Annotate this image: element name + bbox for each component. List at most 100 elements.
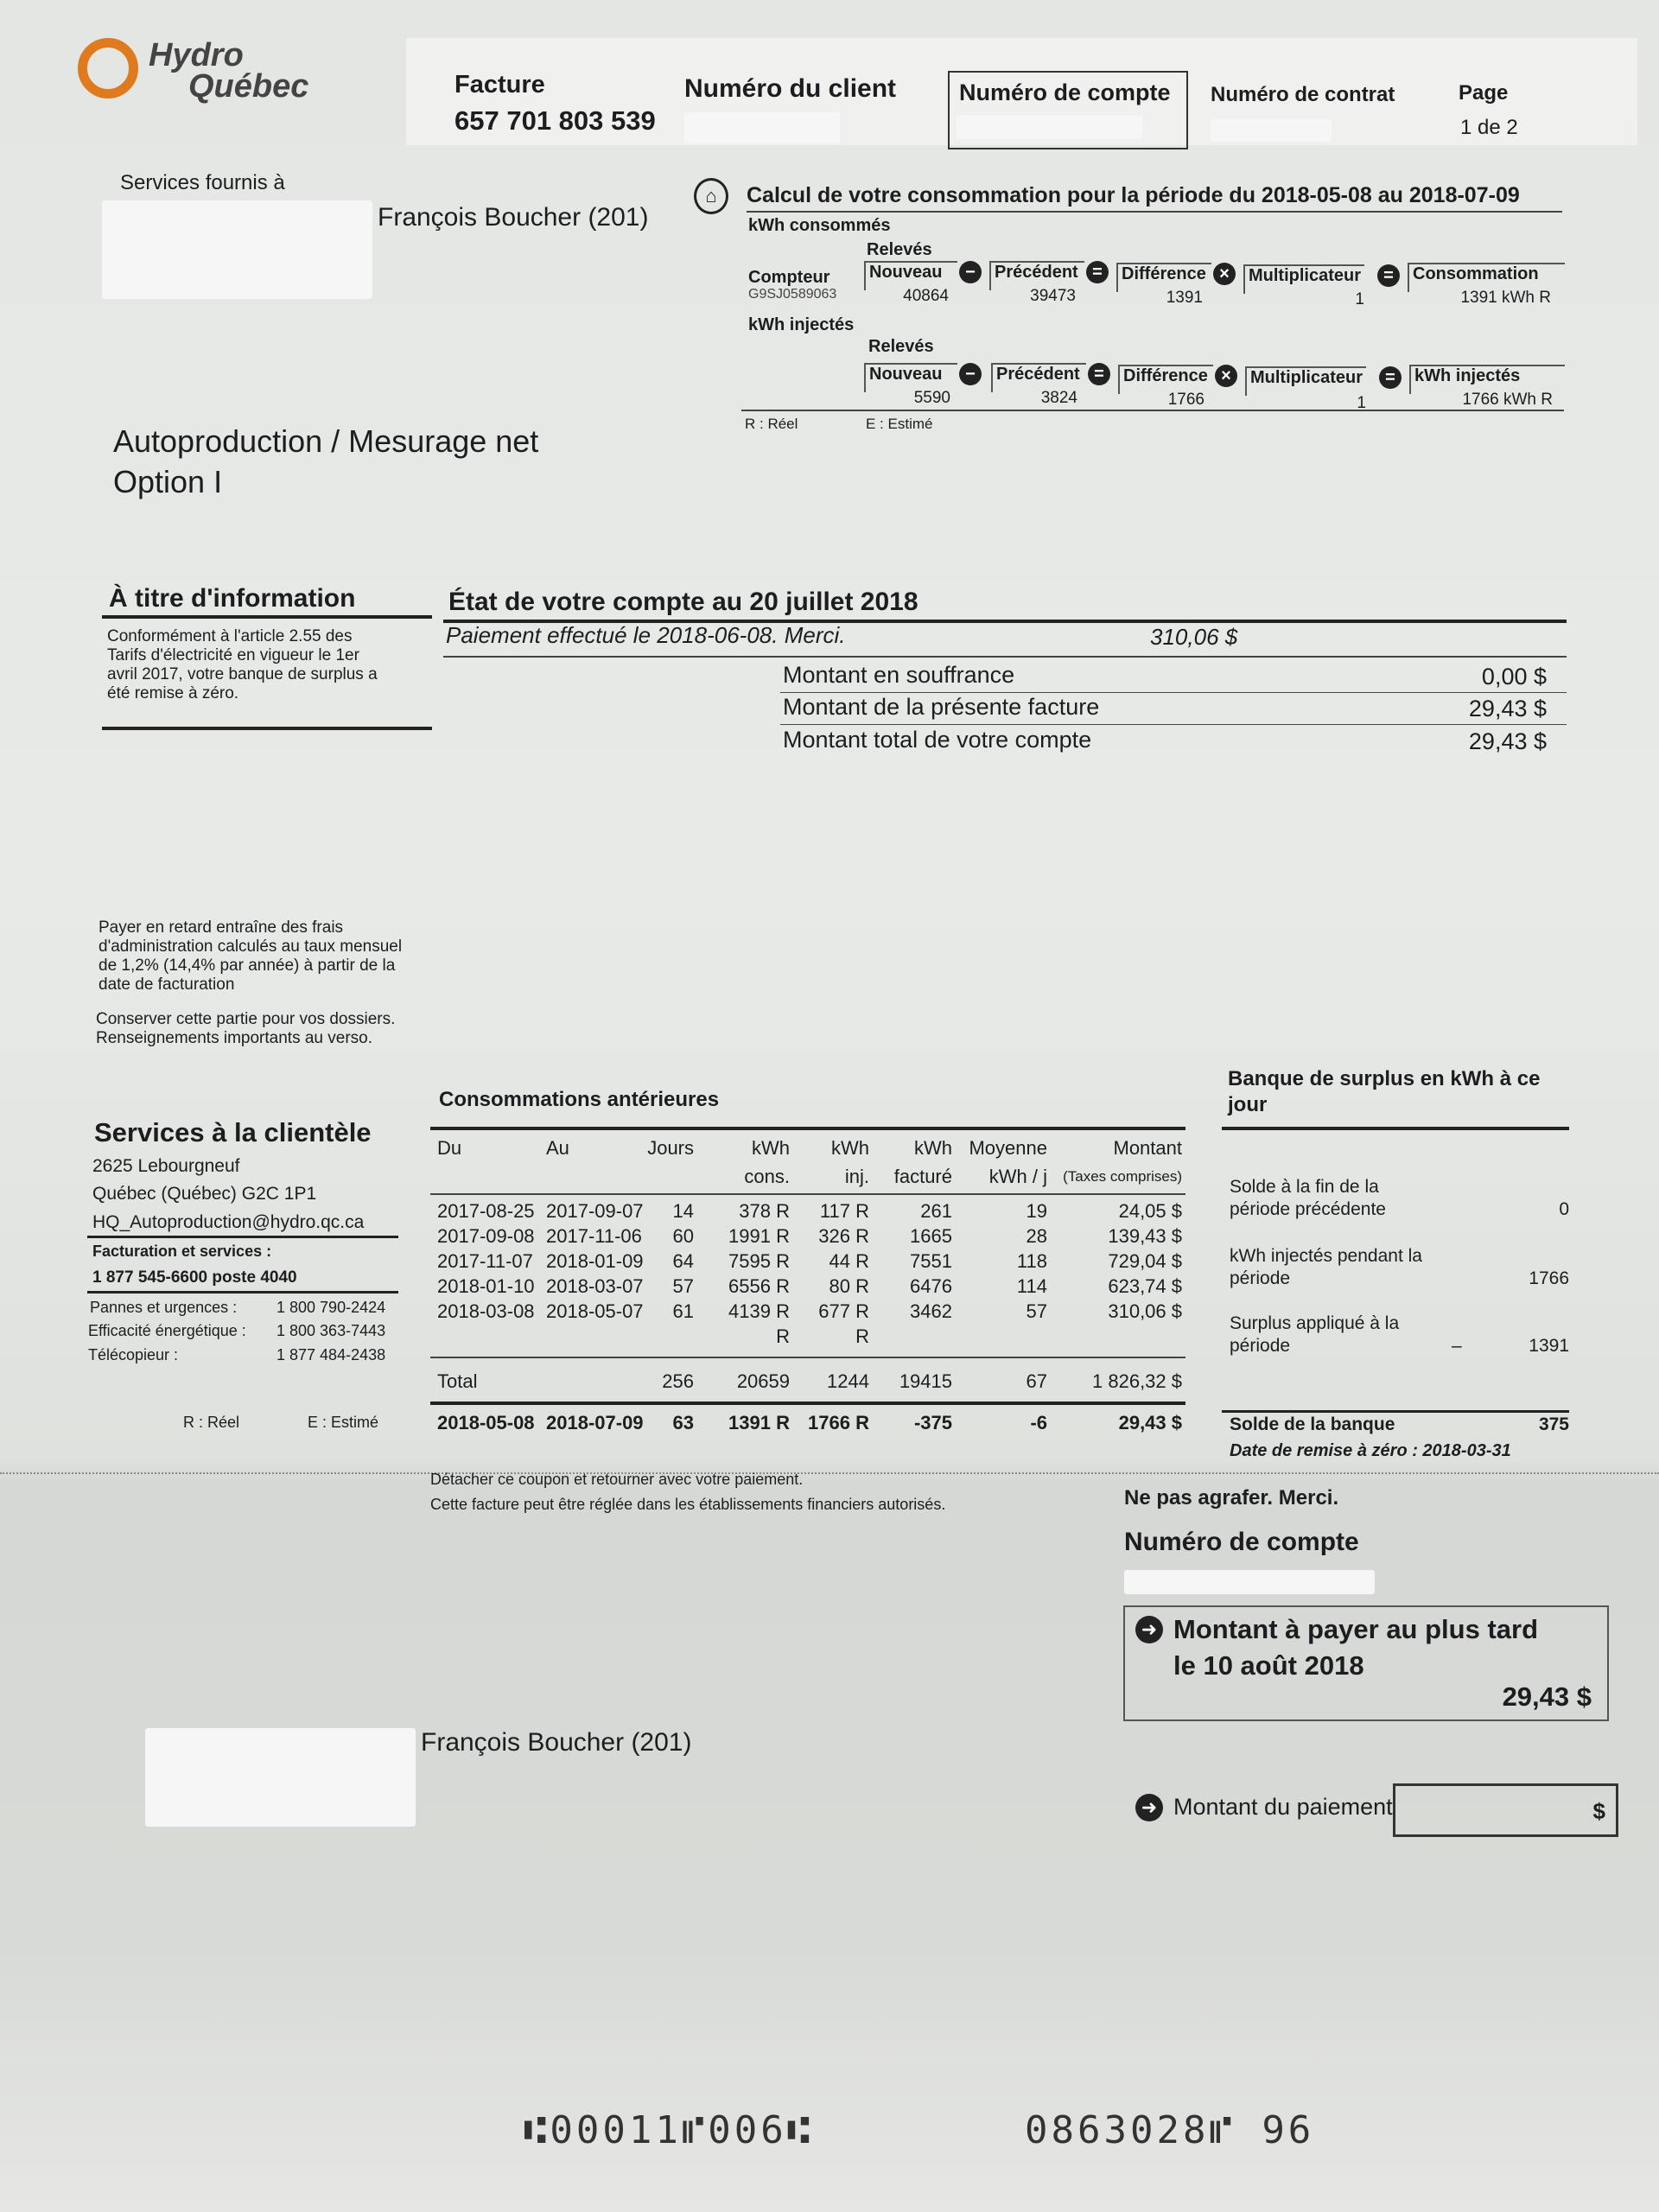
col-diff: Différence xyxy=(1123,366,1208,385)
col-new: Nouveau xyxy=(869,365,943,384)
phone-label: Pannes et urgences : xyxy=(90,1299,238,1316)
consumed-prev: 39473 xyxy=(1030,287,1076,305)
redacted-mailing-address xyxy=(145,1728,416,1827)
total-cell: 20659 xyxy=(736,1370,790,1392)
readings-label: Relevés xyxy=(867,240,932,259)
info-line: avril 2017, votre banque de surplus a xyxy=(107,665,378,683)
invoice-number: 657 701 803 539 xyxy=(454,105,656,136)
history-cell: 7551 xyxy=(910,1250,952,1272)
divider xyxy=(430,1127,1185,1130)
arrow-right-icon: ➜ xyxy=(1135,1616,1163,1643)
late-line: Payer en retard entraîne des frais xyxy=(99,918,344,937)
history-cell: R xyxy=(855,1325,869,1347)
history-cell: 57 xyxy=(672,1275,694,1297)
history-cell: 80 R xyxy=(829,1275,869,1297)
total-account-label: Montant total de votre compte xyxy=(783,727,1092,753)
institutions-notice: Cette facture peut être réglée dans les … xyxy=(430,1496,946,1513)
history-cell: 623,74 $ xyxy=(1108,1275,1182,1297)
history-cell: 2018-01-09 xyxy=(546,1250,644,1272)
history-cell: 6556 R xyxy=(728,1275,790,1297)
current-period-cell: 1766 R xyxy=(808,1412,869,1433)
consumed-result: 1391 kWh R xyxy=(1460,289,1551,307)
bank-reset-date: Date de remise à zéro : 2018-03-31 xyxy=(1230,1441,1511,1460)
history-cell: 114 xyxy=(1016,1275,1047,1297)
col-header-jours: Jours xyxy=(647,1137,694,1159)
history-cell: 2017-09-08 xyxy=(437,1225,535,1247)
current-bill-label: Montant de la présente facture xyxy=(783,694,1100,720)
micr-line-1: ⑆00011⑈006⑆ xyxy=(524,2108,814,2152)
bank-row-label: kWh injectés pendant la xyxy=(1230,1246,1422,1266)
payment-amount-field[interactable]: $ xyxy=(1393,1783,1618,1837)
total-cell: 67 xyxy=(1026,1370,1047,1392)
col-header-du: Du xyxy=(437,1137,462,1159)
divider xyxy=(430,1402,1185,1405)
program-line-1: Autoproduction / Mesurage net xyxy=(113,423,539,459)
redacted-account-number xyxy=(957,115,1142,139)
divider xyxy=(102,615,432,619)
cs-address-2: Québec (Québec) G2C 1P1 xyxy=(92,1184,317,1204)
logo-text-2: Québec xyxy=(188,68,309,105)
history-cell: 2018-01-10 xyxy=(437,1275,535,1297)
coupon-account-label: Numéro de compte xyxy=(1124,1528,1359,1556)
col-prev: Précédent xyxy=(995,263,1078,282)
divider xyxy=(747,211,1562,213)
injected-result: 1766 kWh R xyxy=(1462,391,1553,409)
total-cell: Total xyxy=(437,1370,478,1392)
history-cell: 1991 R xyxy=(728,1225,790,1247)
col-header-moyenne: Moyenne xyxy=(969,1137,1047,1159)
redacted-contract-number xyxy=(1211,119,1332,142)
equals-icon: = xyxy=(1088,363,1110,385)
divider xyxy=(741,410,1564,411)
history-cell: 6476 xyxy=(910,1275,952,1297)
info-line: Conformément à l'article 2.55 des xyxy=(107,627,353,645)
col-diff: Différence xyxy=(1122,264,1206,283)
history-cell: 1665 xyxy=(910,1225,952,1247)
col-consumption: Consommation xyxy=(1413,264,1539,283)
payment-amount-label: Montant du paiement xyxy=(1173,1794,1393,1820)
keep-line: Renseignements importants au verso. xyxy=(96,1029,372,1047)
no-staple-notice: Ne pas agrafer. Merci. xyxy=(1124,1486,1339,1510)
account-state-title: État de votre compte au 20 juillet 2018 xyxy=(448,588,918,616)
bank-balance-value: 375 xyxy=(1538,1414,1569,1434)
divider xyxy=(443,620,1567,623)
history-cell: 729,04 $ xyxy=(1108,1250,1182,1272)
amount-due-value: 29,43 $ xyxy=(1502,1681,1592,1712)
invoice-label: Facture xyxy=(454,71,545,99)
bank-row-label: Solde à la fin de la xyxy=(1230,1177,1379,1197)
col-header-au: Au xyxy=(546,1137,569,1159)
minus-icon: − xyxy=(959,261,982,283)
late-line: de 1,2% (14,4% par année) à partir de la xyxy=(99,957,396,975)
history-cell: 677 R xyxy=(818,1300,869,1322)
services-label: Services fournis à xyxy=(120,171,285,194)
billing-label: Facturation et services : xyxy=(92,1243,272,1260)
history-cell: 117 R xyxy=(819,1200,869,1222)
consumed-label: kWh consommés xyxy=(748,216,891,235)
bank-row-label: période précédente xyxy=(1230,1199,1386,1219)
readings-label: Relevés xyxy=(868,337,934,356)
coupon-customer-name: François Boucher (201) xyxy=(421,1728,692,1757)
history-cell: 3462 xyxy=(910,1300,952,1322)
history-cell: 14 xyxy=(672,1200,694,1222)
history-cell: R xyxy=(776,1325,790,1347)
customer-service-title: Services à la clientèle xyxy=(94,1117,372,1147)
phone-label: Télécopieur : xyxy=(88,1346,179,1363)
meter-label: Compteur xyxy=(748,268,830,287)
divider xyxy=(102,727,432,730)
contract-number-label: Numéro de contrat xyxy=(1211,83,1395,106)
col-header-montant: Montant xyxy=(1113,1137,1183,1159)
history-cell: 7595 R xyxy=(728,1250,790,1272)
info-line: été remise à zéro. xyxy=(107,684,239,702)
total-cell: 1244 xyxy=(827,1370,869,1392)
consumed-new: 40864 xyxy=(903,287,949,305)
current-period-cell: 2018-07-09 xyxy=(546,1412,644,1433)
history-cell: 139,43 $ xyxy=(1108,1225,1182,1247)
phone-number: 1 800 363-7443 xyxy=(276,1322,386,1339)
injected-new: 5590 xyxy=(913,389,950,407)
history-cell: 2018-05-07 xyxy=(546,1300,644,1322)
payment-text: Paiement effectué le 2018-06-08. Merci. xyxy=(446,622,846,648)
divider xyxy=(1222,1410,1569,1413)
keep-notice: Conserver cette partie pour vos dossiers… xyxy=(96,1010,395,1048)
cs-email[interactable]: HQ_Autoproduction@hydro.qc.ca xyxy=(92,1212,365,1232)
logo-text-1: Hydro xyxy=(149,37,244,73)
account-number-label: Numéro de compte xyxy=(959,79,1171,105)
